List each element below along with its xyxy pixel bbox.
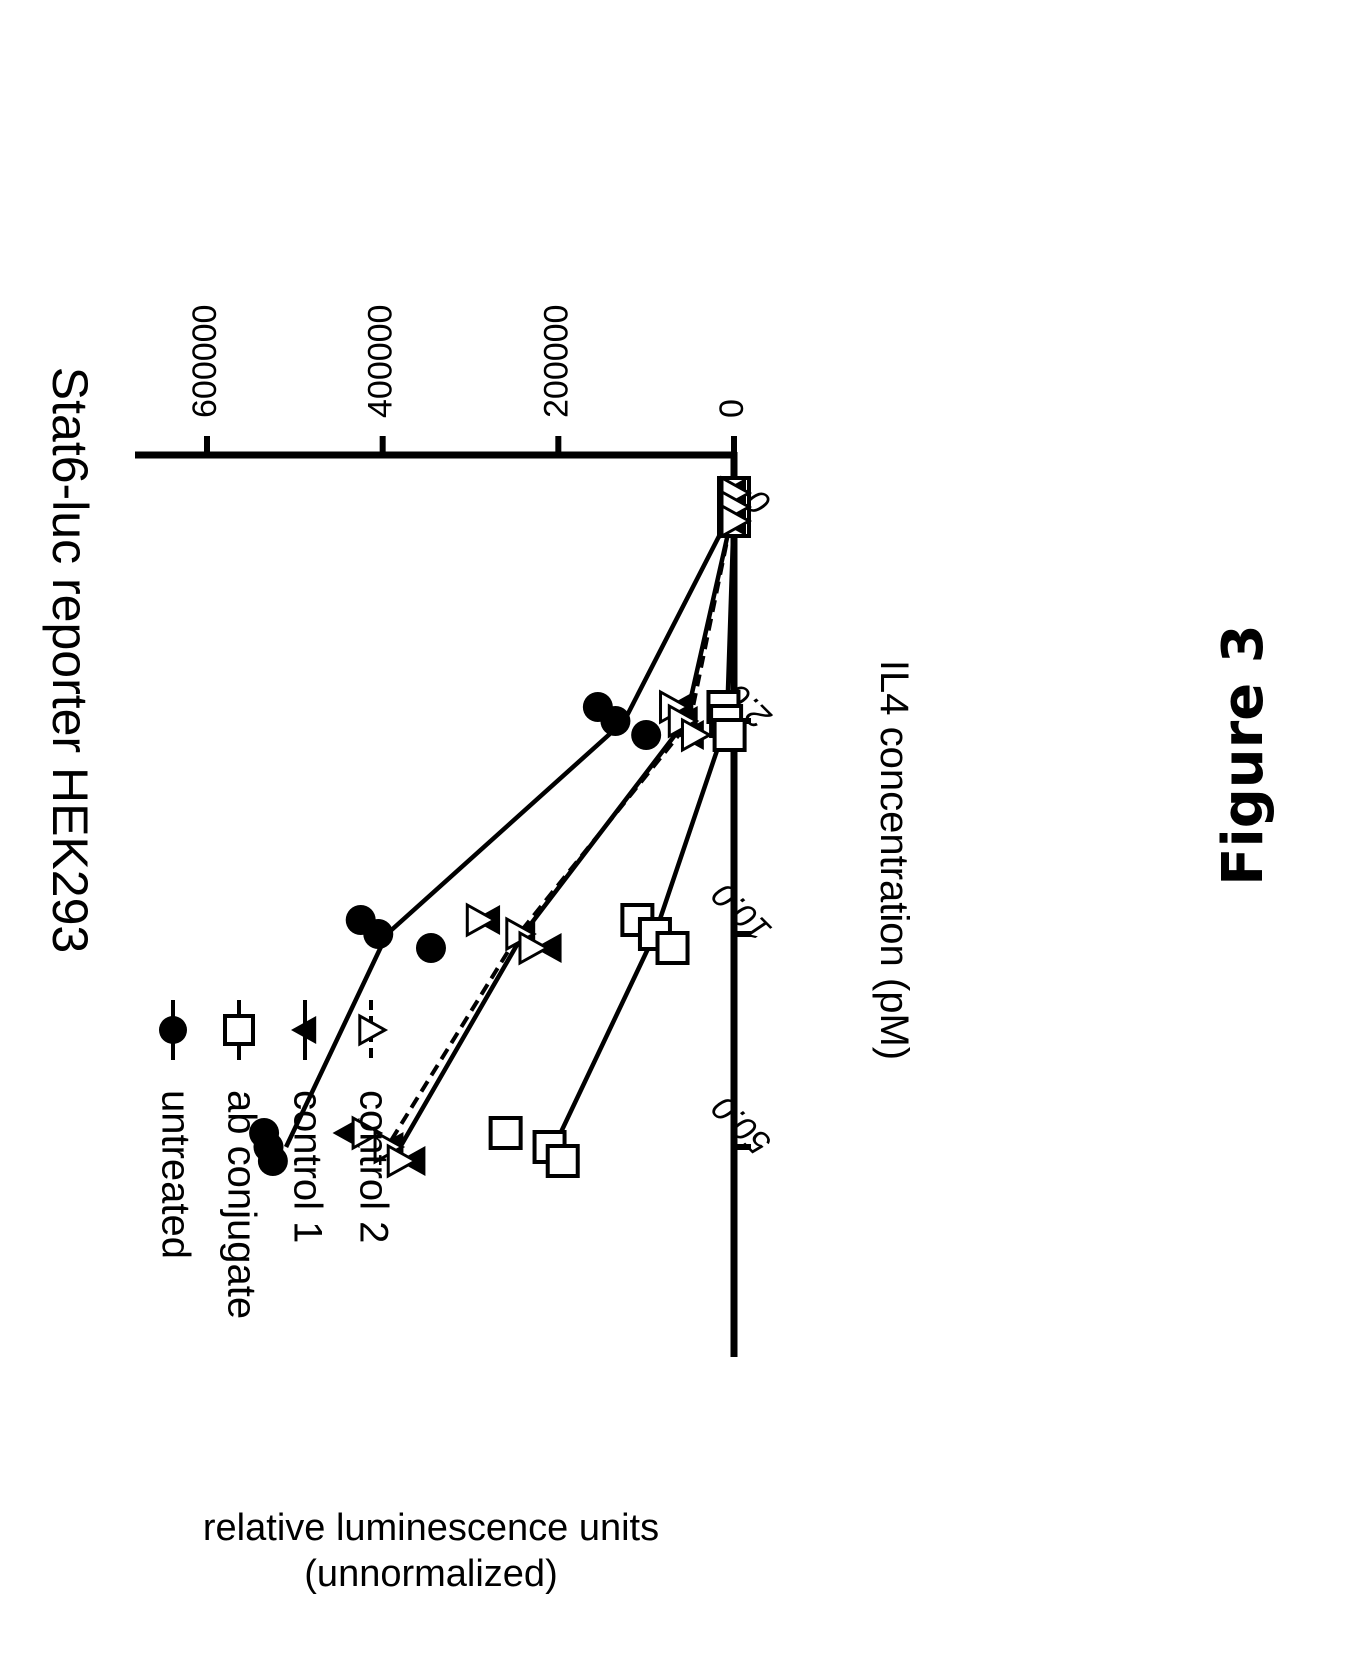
- legend-marker: [358, 1013, 389, 1047]
- data-point: [386, 1143, 419, 1179]
- y-tick-label-group: 0: [713, 399, 751, 418]
- legend-marker: [291, 1016, 317, 1044]
- y-axis-label-line1: relative luminescence units: [203, 1507, 659, 1549]
- data-point: [720, 503, 753, 539]
- series-line: [284, 505, 737, 1148]
- data-point: [488, 1116, 523, 1150]
- series-lines: [284, 505, 737, 1149]
- data-point: [545, 1144, 580, 1178]
- data-point: [363, 919, 394, 949]
- series-line: [551, 506, 737, 1148]
- data-point: [600, 706, 631, 736]
- chart-title: Stat6-luc reporter HEK293: [42, 367, 98, 953]
- legend-label: control 1: [285, 1090, 329, 1243]
- y-ticks: 0 200000 400000 600000: [186, 305, 751, 455]
- y-tick-label: 400000: [362, 305, 400, 418]
- y-axis-label: relative luminescence units (unnormalize…: [203, 1507, 659, 1595]
- y-tick-label: 200000: [537, 305, 575, 418]
- data-point: [631, 720, 662, 750]
- x-tick-label: 10.0: [705, 875, 779, 949]
- figure-label: Figure 3: [1211, 624, 1276, 885]
- y-tick-label: 0: [713, 399, 751, 418]
- rotated-chart: Stat6-luc reporter HEK293 0 200000 400000 6…: [42, 305, 916, 1595]
- y-tick-label-group: 400000: [362, 305, 400, 418]
- legend-label: ab conjugate: [219, 1090, 263, 1319]
- data-point: [712, 718, 747, 752]
- legend: untreated ab conjugate control 1 control 2: [153, 1000, 395, 1319]
- data-point: [465, 902, 498, 938]
- legend-marker: [223, 1014, 255, 1046]
- data-point: [257, 1146, 288, 1176]
- data-point: [680, 717, 713, 753]
- data-points: [249, 475, 753, 1179]
- data-point: [351, 1115, 384, 1151]
- legend-label: control 2: [351, 1090, 395, 1243]
- y-tick-label-group: 200000: [537, 305, 575, 418]
- y-tick-label: 600000: [186, 305, 224, 418]
- y-tick-label-group: 600000: [186, 305, 224, 418]
- y-axis-label-line2: (unnormalized): [304, 1553, 557, 1595]
- data-point: [655, 931, 690, 965]
- series-line: [385, 506, 736, 1149]
- data-point: [415, 933, 446, 963]
- data-point: [518, 930, 551, 966]
- x-axis-label: IL4 concentration (pM): [872, 660, 916, 1060]
- legend-marker: [159, 1016, 187, 1044]
- x-tick-label: 50.0: [705, 1088, 779, 1162]
- legend-label: untreated: [153, 1090, 197, 1259]
- series-line: [398, 506, 737, 1149]
